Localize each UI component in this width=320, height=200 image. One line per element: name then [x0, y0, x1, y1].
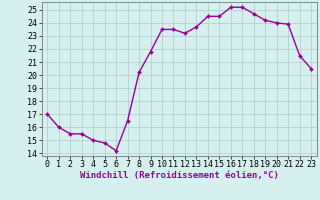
X-axis label: Windchill (Refroidissement éolien,°C): Windchill (Refroidissement éolien,°C) [80, 171, 279, 180]
